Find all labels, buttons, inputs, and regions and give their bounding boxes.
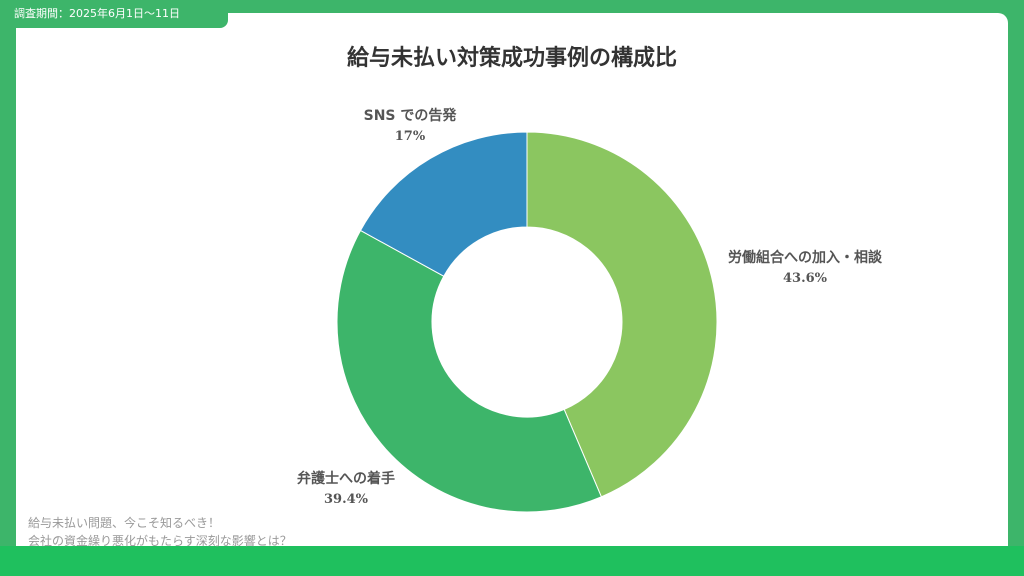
- slice-value-2: 39.4%: [324, 492, 369, 507]
- bottom-bar: [0, 546, 1024, 576]
- slice-label-3: SNS での告発: [364, 107, 458, 124]
- slice-1: [526, 131, 718, 498]
- slice-label-2: 弁護士への着手: [297, 470, 395, 487]
- source-line-1: 給与未払い問題、今こそ知るべき！: [28, 516, 221, 530]
- survey-period-tab: 調査期間：2025年6月1日〜11日: [0, 0, 228, 28]
- slice-value-1: 43.6%: [783, 271, 828, 286]
- slice-label-1: 労働組合への加入・相談: [728, 249, 883, 266]
- chart-title: 給与未払い対策成功事例の構成比: [346, 46, 677, 71]
- slice-3: [359, 131, 528, 277]
- slice-2: [336, 229, 603, 513]
- source-line-2: 会社の資金繰り悪化がもたらす深刻な影響とは？: [28, 534, 292, 548]
- slice-value-3: 17%: [395, 129, 426, 144]
- source-note: 給与未払い問題、今こそ知るべき！ 会社の資金繰り悪化がもたらす深刻な影響とは？: [28, 514, 292, 550]
